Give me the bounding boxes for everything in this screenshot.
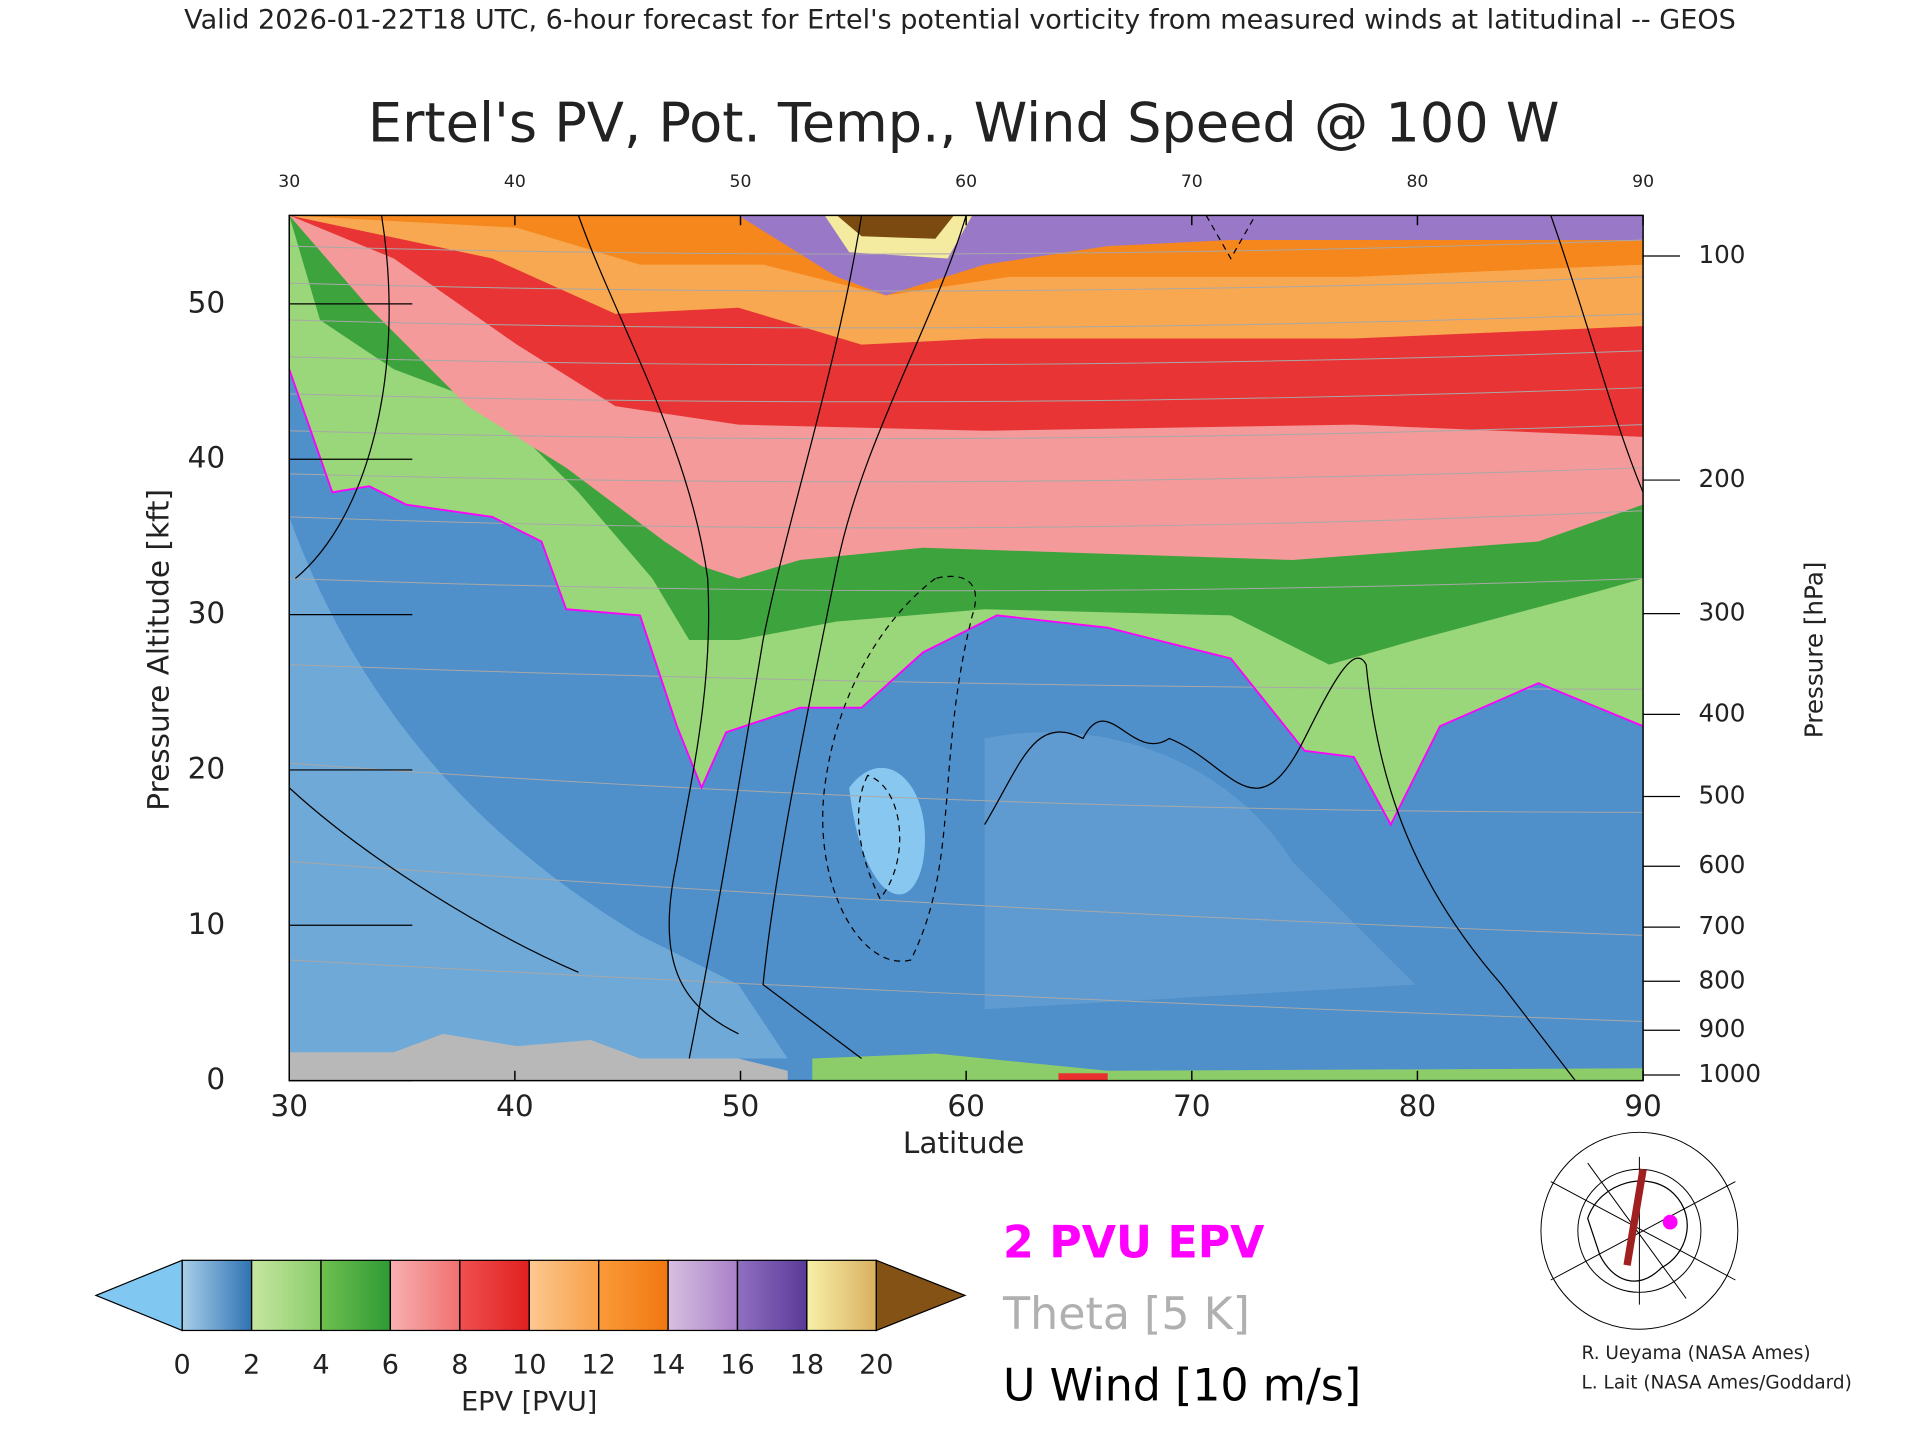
y2-tick-label: 600	[1698, 850, 1745, 879]
axes: 3030404050506060707080809090010203040501…	[188, 172, 1761, 1123]
field-band	[836, 215, 954, 239]
field-patch	[289, 516, 788, 1059]
x-tick-label-top: 60	[955, 172, 977, 192]
field-band	[812, 1053, 1644, 1081]
colorbar-segment	[667, 1259, 739, 1332]
colorbar-segment	[320, 1259, 392, 1332]
colorbar-tick-label: 14	[651, 1350, 685, 1381]
legend-entry: Theta [5 K]	[1002, 1289, 1250, 1340]
credit: R. Ueyama (NASA Ames)	[1582, 1343, 1811, 1364]
x-tick-label-top: 40	[504, 172, 526, 192]
x-tick-label: 30	[270, 1089, 308, 1123]
ground	[289, 1033, 788, 1081]
y-tick-label: 50	[188, 285, 226, 319]
colorbar-tick-label: 0	[174, 1350, 191, 1381]
x-tick-label: 40	[496, 1089, 534, 1123]
field-patch	[1058, 1073, 1108, 1081]
x-tick-label: 50	[722, 1089, 760, 1123]
colorbar-tick-label: 20	[859, 1350, 893, 1381]
wind-contours-negative	[822, 215, 1256, 962]
y2-tick-label: 300	[1698, 598, 1745, 627]
y2-tick-label: 700	[1698, 911, 1745, 940]
colorbar-segment	[389, 1259, 461, 1332]
y2-axis-label: Pressure [hPa]	[1799, 562, 1828, 739]
x-tick-label: 80	[1399, 1089, 1437, 1123]
wind-contours	[289, 215, 1644, 1081]
y-tick-label: 30	[188, 596, 226, 630]
x-tick-label: 90	[1624, 1089, 1662, 1123]
colorbar-tick-label: 4	[312, 1350, 329, 1381]
colorbar-segment	[806, 1259, 877, 1332]
legend-entry: U Wind [10 m/s]	[1003, 1360, 1361, 1411]
colorbar-segment	[181, 1259, 253, 1332]
y-axis-label: Pressure Altitude [kft]	[142, 489, 176, 811]
colorbar-segment	[736, 1259, 808, 1332]
field-patch	[849, 767, 926, 895]
y2-tick-label: 500	[1698, 781, 1745, 810]
colorbar-tick-label: 18	[790, 1350, 824, 1381]
colorbar-segment	[598, 1259, 669, 1332]
y2-tick-label: 400	[1698, 698, 1745, 727]
chart-title: Ertel's PV, Pot. Temp., Wind Speed @ 100…	[368, 91, 1559, 154]
colorbar-tick-label: 2	[243, 1350, 260, 1381]
colorbar-tick-label: 16	[720, 1350, 754, 1381]
colorbar-label: EPV [PVU]	[461, 1387, 597, 1418]
colorbar: 0 2 4 6 8 10 12 14 16 18 20	[94, 1259, 967, 1381]
y-tick-label: 0	[206, 1062, 225, 1096]
colorbar-segment	[459, 1259, 530, 1332]
inset-map	[1540, 1131, 1739, 1330]
x-axis-label: Latitude	[903, 1126, 1024, 1160]
field-patch	[984, 732, 1416, 1010]
colorbar-tick-label: 12	[581, 1350, 615, 1381]
colorbar-over	[875, 1259, 967, 1332]
y-tick-label: 20	[188, 751, 226, 785]
y-tick-label: 10	[188, 907, 226, 941]
x-tick-label-top: 70	[1181, 172, 1203, 192]
colorbar-segment	[250, 1259, 322, 1332]
x-tick-label-top: 30	[278, 172, 300, 192]
y-tick-label: 40	[188, 441, 226, 475]
y2-tick-label: 1000	[1698, 1059, 1761, 1088]
legend: 2 PVU EPV Theta [5 K] U Wind [10 m/s]	[1002, 1218, 1361, 1412]
y2-tick-label: 200	[1698, 464, 1745, 493]
x-tick-label: 60	[947, 1089, 985, 1123]
field-band	[738, 215, 1644, 296]
legend-entry: 2 PVU EPV	[1003, 1218, 1265, 1269]
x-tick-label: 70	[1173, 1089, 1211, 1123]
credits: R. Ueyama (NASA Ames) L. Lait (NASA Ames/…	[1582, 1343, 1852, 1394]
colorbar-tick-label: 6	[382, 1350, 399, 1381]
credit: L. Lait (NASA Ames/Goddard)	[1582, 1372, 1852, 1393]
x-tick-label-top: 80	[1406, 172, 1428, 192]
colorbar-under	[94, 1259, 183, 1332]
theta-lines	[289, 239, 1644, 1023]
x-tick-label-top: 90	[1632, 172, 1654, 192]
colorbar-tick-label: 10	[512, 1350, 546, 1381]
colorbar-segment	[528, 1259, 600, 1332]
pv-field	[288, 214, 1644, 1082]
colorbar-tick-label: 8	[451, 1350, 468, 1381]
y2-tick-label: 100	[1698, 240, 1745, 269]
y2-tick-label: 900	[1698, 1014, 1745, 1043]
header: Valid 2026-01-22T18 UTC, 6-hour forecast…	[184, 4, 1736, 35]
pv-2-contour	[289, 368, 1644, 827]
y2-tick-label: 800	[1698, 965, 1745, 994]
x-tick-label-top: 50	[730, 172, 752, 192]
